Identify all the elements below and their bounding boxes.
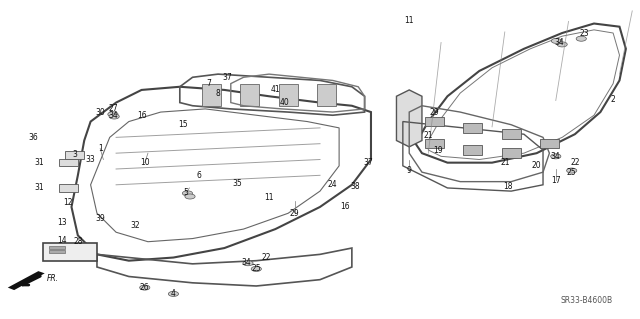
Text: 39: 39	[95, 213, 105, 222]
Circle shape	[185, 194, 195, 199]
Bar	[278, 84, 298, 106]
Circle shape	[566, 168, 577, 173]
Text: 17: 17	[551, 175, 561, 185]
Polygon shape	[8, 271, 45, 290]
Text: 3: 3	[72, 150, 77, 159]
Text: 20: 20	[532, 161, 541, 170]
Text: 14: 14	[57, 236, 67, 245]
Circle shape	[550, 154, 561, 159]
Circle shape	[109, 114, 119, 119]
Text: 19: 19	[433, 145, 443, 154]
Text: 26: 26	[140, 283, 150, 292]
Polygon shape	[396, 90, 422, 147]
Bar	[540, 139, 559, 148]
Circle shape	[551, 38, 561, 43]
Text: 28: 28	[73, 237, 83, 246]
Text: 34: 34	[554, 38, 564, 47]
Text: 21: 21	[424, 131, 433, 140]
Text: 2: 2	[611, 95, 616, 104]
Circle shape	[251, 266, 261, 271]
Bar	[425, 117, 444, 126]
Circle shape	[108, 112, 118, 117]
Text: 16: 16	[340, 203, 350, 211]
Bar	[425, 139, 444, 148]
Circle shape	[168, 291, 179, 296]
Circle shape	[182, 191, 193, 196]
Text: 34: 34	[242, 258, 252, 267]
Text: 16: 16	[137, 111, 147, 120]
Text: 30: 30	[95, 108, 105, 116]
Text: 41: 41	[271, 85, 280, 94]
Text: 38: 38	[350, 182, 360, 191]
Text: 25: 25	[252, 264, 261, 273]
Text: 34: 34	[551, 152, 561, 161]
Text: 25: 25	[567, 168, 577, 177]
Text: 1: 1	[98, 144, 102, 153]
Text: 23: 23	[580, 28, 589, 38]
Circle shape	[557, 42, 567, 47]
FancyBboxPatch shape	[49, 246, 65, 249]
Text: 7: 7	[206, 79, 211, 88]
Text: 34: 34	[108, 111, 118, 120]
Text: 8: 8	[216, 89, 220, 98]
Text: FR.: FR.	[47, 274, 60, 284]
FancyBboxPatch shape	[65, 151, 84, 159]
Text: 21: 21	[500, 158, 509, 167]
Text: 37: 37	[363, 158, 372, 167]
Text: SR33-B4600B: SR33-B4600B	[561, 296, 613, 305]
Text: 9: 9	[407, 166, 412, 175]
FancyBboxPatch shape	[49, 250, 65, 253]
Text: 11: 11	[264, 193, 274, 202]
Text: 29: 29	[430, 108, 440, 116]
Text: 22: 22	[570, 158, 580, 167]
Text: 4: 4	[171, 289, 176, 298]
Text: 5: 5	[184, 188, 189, 197]
Text: 40: 40	[280, 98, 290, 107]
FancyBboxPatch shape	[43, 243, 97, 261]
Text: 33: 33	[86, 155, 95, 164]
Text: 11: 11	[404, 16, 414, 25]
Text: 18: 18	[503, 182, 513, 191]
FancyBboxPatch shape	[59, 159, 78, 167]
Bar	[502, 148, 521, 158]
Circle shape	[243, 261, 253, 266]
Bar	[463, 145, 483, 155]
Text: 10: 10	[140, 158, 150, 167]
Text: 27: 27	[108, 104, 118, 113]
FancyBboxPatch shape	[59, 184, 78, 192]
Text: 35: 35	[232, 179, 242, 188]
Text: 29: 29	[290, 209, 300, 218]
Text: 32: 32	[131, 221, 140, 230]
Bar	[317, 84, 336, 106]
Text: 15: 15	[178, 120, 188, 129]
Circle shape	[576, 36, 586, 41]
Bar	[241, 84, 259, 106]
Circle shape	[140, 285, 150, 290]
Text: 22: 22	[261, 253, 271, 262]
Bar	[202, 84, 221, 106]
Text: 36: 36	[28, 133, 38, 142]
Text: 31: 31	[35, 183, 44, 192]
Bar	[463, 123, 483, 133]
Text: 37: 37	[223, 73, 232, 82]
Text: 13: 13	[57, 218, 67, 227]
Bar	[502, 130, 521, 139]
Text: 6: 6	[196, 171, 202, 180]
Text: 12: 12	[63, 198, 73, 207]
Text: 24: 24	[328, 180, 337, 189]
Text: 31: 31	[35, 158, 44, 167]
